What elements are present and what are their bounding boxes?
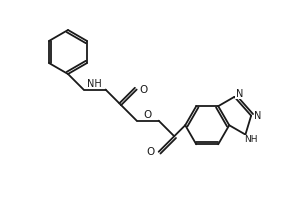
Text: O: O: [146, 147, 155, 157]
Text: O: O: [140, 85, 148, 95]
Text: NH: NH: [87, 79, 102, 89]
Text: N: N: [236, 89, 243, 99]
Text: O: O: [143, 110, 152, 120]
Text: NH: NH: [244, 135, 257, 144]
Text: N: N: [254, 111, 262, 121]
